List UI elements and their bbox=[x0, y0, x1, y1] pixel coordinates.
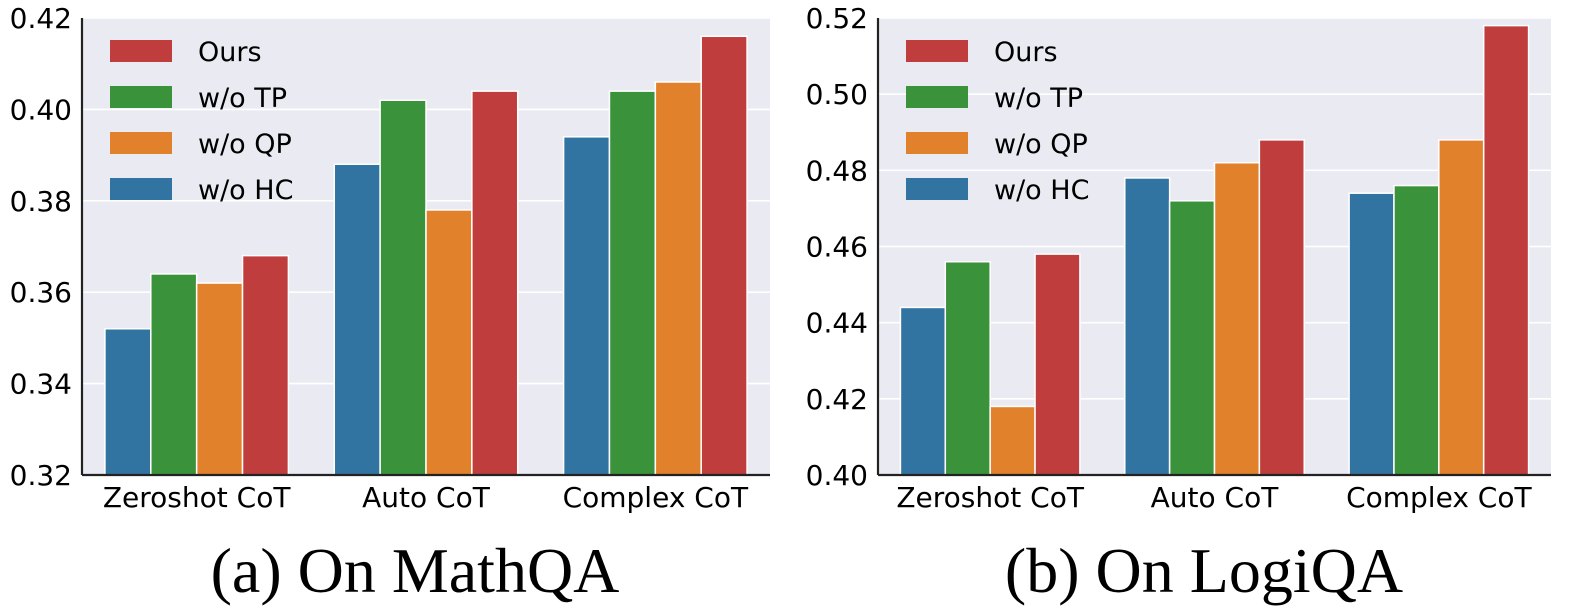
chart-panel-1: 0.32 0.34 0.36 0.38 0.40 0.42 Zeroshot CoT Auto… bbox=[10, 2, 770, 606]
legend-swatch bbox=[906, 86, 968, 108]
bar-w-o-tp-2 bbox=[379, 99, 427, 476]
bar-ours-2 bbox=[471, 90, 519, 476]
legend-swatch bbox=[110, 132, 172, 154]
bar-w-o-tp-2 bbox=[1168, 200, 1216, 476]
bar-w-o-qp-3 bbox=[1438, 139, 1485, 476]
legend-swatch bbox=[906, 178, 968, 200]
panel-caption: (b) On LogiQA bbox=[1005, 535, 1403, 606]
y-tick-label: 0.42 bbox=[10, 2, 72, 35]
bar-w-o-hc-2 bbox=[333, 163, 381, 476]
y-tick-label: 0.50 bbox=[806, 78, 868, 111]
legend-swatch bbox=[906, 132, 968, 154]
bar-w-o-hc-1 bbox=[104, 328, 152, 476]
y-tick-label: 0.42 bbox=[806, 383, 868, 416]
y-tick-label: 0.44 bbox=[806, 307, 868, 340]
bar-w-o-tp-3 bbox=[608, 90, 657, 476]
legend-label: Ours bbox=[994, 37, 1058, 68]
bar-ours-3 bbox=[700, 35, 748, 476]
bar-ours-1 bbox=[241, 254, 290, 476]
bar-w-o-tp-1 bbox=[150, 273, 198, 476]
bar-w-o-tp-1 bbox=[944, 260, 991, 476]
bar-w-o-hc-1 bbox=[899, 306, 947, 476]
y-tick-label: 0.48 bbox=[806, 154, 868, 187]
legend-label: w/o QP bbox=[198, 129, 292, 160]
legend-label: w/o HC bbox=[994, 175, 1089, 206]
bar-w-o-qp-1 bbox=[195, 282, 244, 476]
bar-ours-1 bbox=[1034, 253, 1081, 476]
x-tick-label: Complex CoT bbox=[563, 481, 749, 514]
legend-label: w/o HC bbox=[198, 175, 293, 206]
bar-ours-3 bbox=[1482, 24, 1530, 476]
legend-swatch bbox=[110, 178, 172, 200]
y-tick-label: 0.40 bbox=[806, 459, 868, 492]
x-tick-label: Complex CoT bbox=[1346, 481, 1532, 514]
panel-caption: (a) On MathQA bbox=[211, 535, 620, 606]
y-tick-label: 0.38 bbox=[10, 185, 72, 218]
bar-w-o-hc-2 bbox=[1124, 177, 1171, 476]
y-tick-label: 0.36 bbox=[10, 276, 72, 309]
legend-swatch bbox=[110, 86, 172, 108]
x-tick-label: Zeroshot CoT bbox=[103, 481, 291, 514]
chart-panel-2: 0.40 0.42 0.44 0.46 0.48 0.50 0.52 Zeroshot CoT… bbox=[806, 2, 1551, 606]
legend-swatch bbox=[110, 40, 172, 62]
x-tick-label: Auto CoT bbox=[362, 481, 491, 514]
bar-w-o-qp-2 bbox=[425, 209, 473, 476]
bar-ours-2 bbox=[1258, 139, 1305, 476]
y-tick-label: 0.46 bbox=[806, 231, 868, 264]
legend-label: w/o TP bbox=[994, 83, 1083, 114]
legend-label: Ours bbox=[198, 37, 262, 68]
bar-w-o-qp-3 bbox=[654, 81, 702, 476]
y-tick-label: 0.34 bbox=[10, 368, 72, 401]
bar-w-o-hc-3 bbox=[562, 136, 611, 476]
x-tick-label: Auto CoT bbox=[1151, 481, 1280, 514]
bar-w-o-qp-1 bbox=[989, 405, 1036, 476]
y-tick-label: 0.52 bbox=[806, 2, 868, 35]
x-tick-label: Zeroshot CoT bbox=[896, 481, 1084, 514]
legend-label: w/o TP bbox=[198, 83, 287, 114]
legend-label: w/o QP bbox=[994, 129, 1088, 160]
bar-w-o-hc-3 bbox=[1348, 192, 1395, 476]
bar-w-o-tp-3 bbox=[1393, 184, 1440, 476]
y-tick-label: 0.40 bbox=[10, 93, 72, 126]
y-tick-label: 0.32 bbox=[10, 459, 72, 492]
bar-w-o-qp-2 bbox=[1213, 161, 1261, 476]
legend-swatch bbox=[906, 40, 968, 62]
